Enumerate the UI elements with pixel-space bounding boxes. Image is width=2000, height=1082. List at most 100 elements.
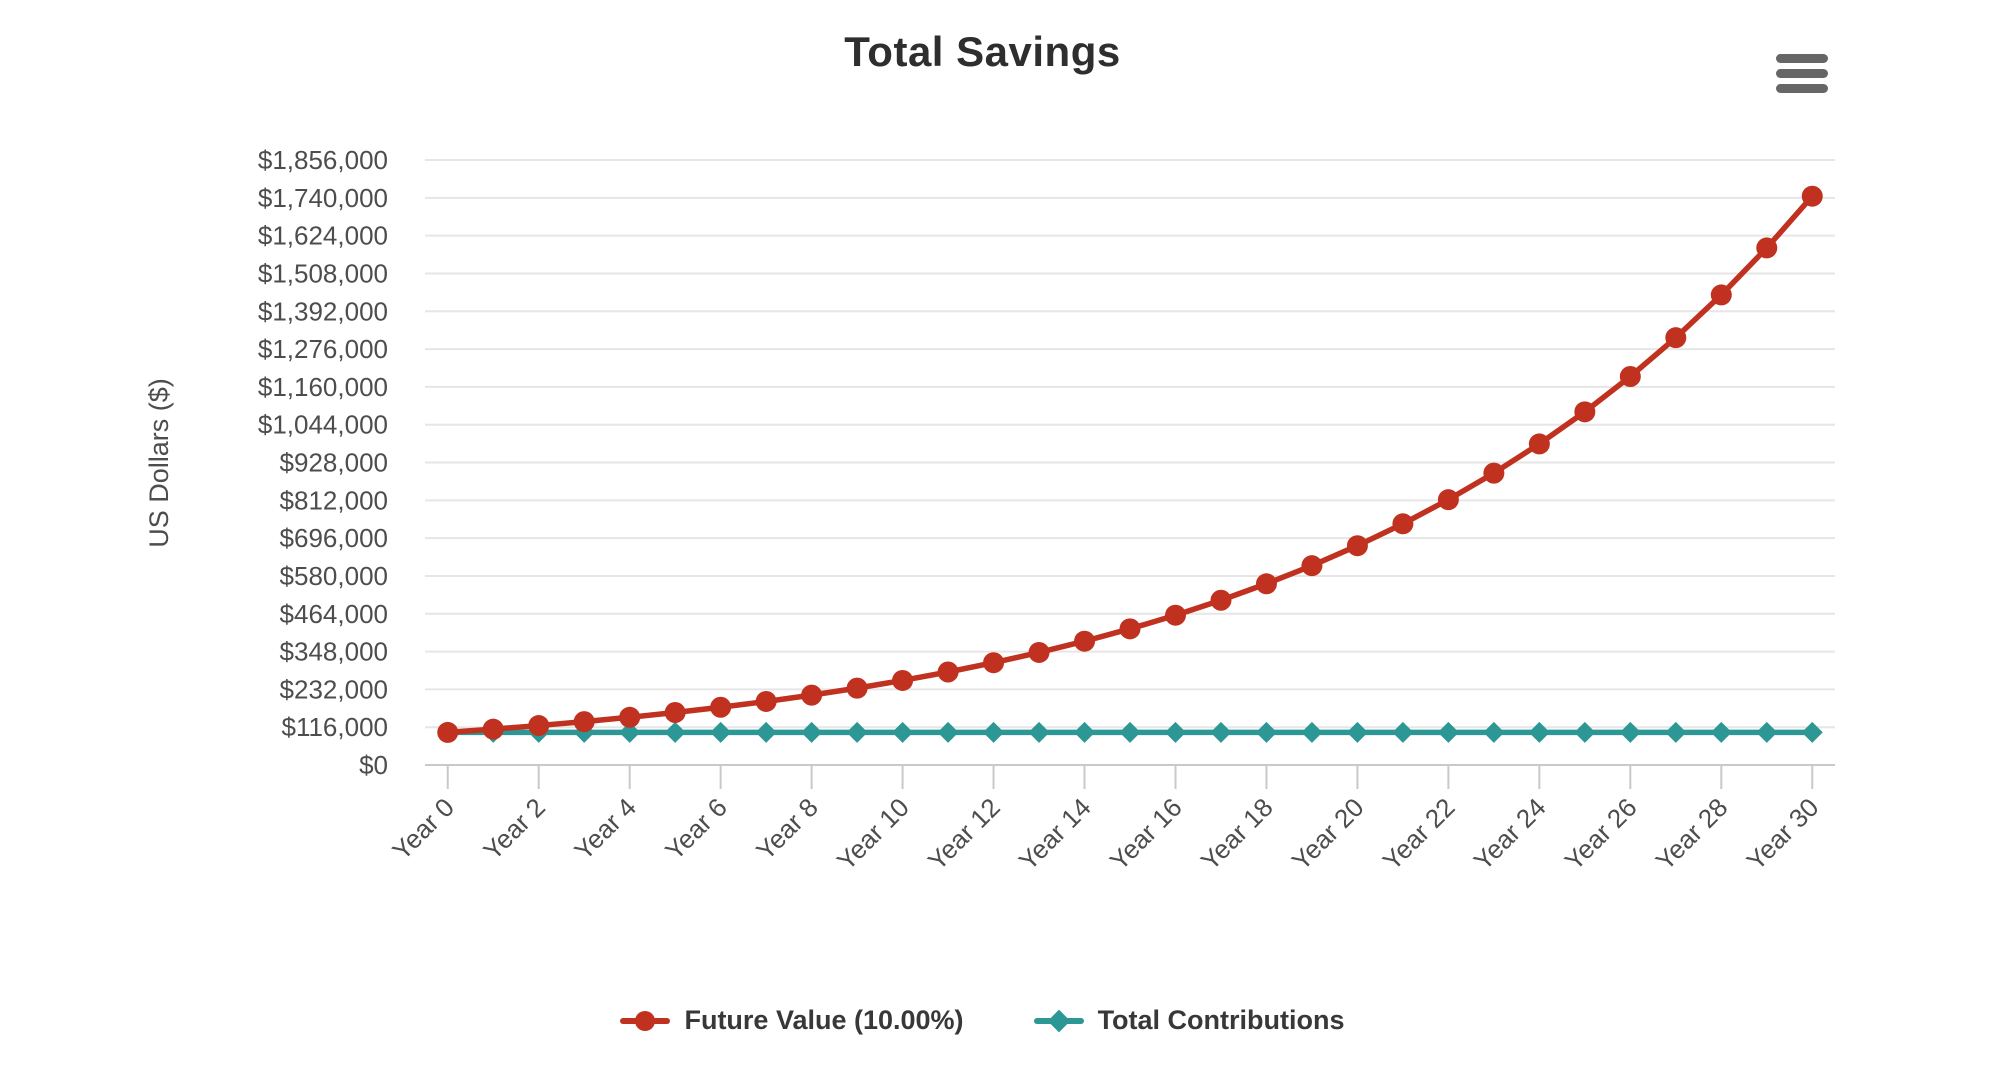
- total-contributions-point[interactable]: [1028, 721, 1050, 743]
- future-value-point[interactable]: [1528, 433, 1550, 455]
- y-axis-tick-label: $0: [359, 750, 388, 780]
- future-value-point[interactable]: [892, 669, 914, 691]
- x-axis-tick-label: Year 26: [1559, 792, 1643, 876]
- x-axis-tick-label: Year 16: [1104, 792, 1188, 876]
- future-value-point[interactable]: [1074, 630, 1096, 652]
- x-axis-tick-label: Year 30: [1741, 792, 1825, 876]
- total-contributions-point[interactable]: [1665, 721, 1687, 743]
- total-contributions-point[interactable]: [1392, 721, 1414, 743]
- y-axis-tick-label: $1,160,000: [258, 372, 388, 402]
- hamburger-bar: [1776, 68, 1828, 78]
- future-value-point[interactable]: [801, 684, 823, 706]
- total-contributions-point[interactable]: [1119, 721, 1141, 743]
- future-value-point[interactable]: [664, 702, 686, 724]
- total-contributions-point[interactable]: [664, 721, 686, 743]
- future-value-point[interactable]: [1483, 462, 1505, 484]
- legend-item-future-value[interactable]: Future Value (10.00%): [620, 1005, 964, 1036]
- future-value-point[interactable]: [1301, 555, 1323, 577]
- future-value-point[interactable]: [1210, 589, 1232, 611]
- y-axis-tick-label: $696,000: [280, 523, 388, 553]
- total-contributions-point[interactable]: [1437, 721, 1459, 743]
- x-axis-tick-label: Year 28: [1650, 792, 1734, 876]
- total-contributions-point[interactable]: [1801, 721, 1823, 743]
- total-contributions-point[interactable]: [755, 721, 777, 743]
- y-axis-tick-label: $580,000: [280, 561, 388, 591]
- x-axis-tick-label: Year 6: [659, 792, 733, 866]
- future-value-point[interactable]: [1255, 573, 1277, 595]
- total-contributions-point[interactable]: [1756, 721, 1778, 743]
- x-axis-tick-label: Year 2: [477, 792, 551, 866]
- future-value-point[interactable]: [1801, 185, 1823, 207]
- y-axis-tick-label: $232,000: [280, 674, 388, 704]
- y-axis-tick-label: $464,000: [280, 599, 388, 629]
- future-value-point[interactable]: [573, 711, 595, 733]
- total-contributions-point[interactable]: [1619, 721, 1641, 743]
- x-axis-tick-label: Year 10: [831, 792, 915, 876]
- total-contributions-point[interactable]: [1301, 721, 1323, 743]
- y-axis-tick-label: $116,000: [281, 712, 388, 742]
- total-contributions-point[interactable]: [937, 721, 959, 743]
- total-contributions-point[interactable]: [801, 721, 823, 743]
- x-axis-tick-label: Year 24: [1468, 792, 1552, 876]
- legend-item-total-contributions[interactable]: Total Contributions: [1033, 1005, 1345, 1036]
- future-value-point[interactable]: [1119, 618, 1141, 640]
- total-contributions-marker-icon: [1033, 1008, 1084, 1034]
- total-contributions-point[interactable]: [1710, 721, 1732, 743]
- future-value-point[interactable]: [1437, 489, 1459, 511]
- future-value-point[interactable]: [1346, 535, 1368, 557]
- future-value-point[interactable]: [619, 706, 641, 728]
- x-axis-tick-label: Year 4: [568, 792, 642, 866]
- future-value-point[interactable]: [1164, 604, 1186, 626]
- x-axis-tick-label: Year 0: [386, 792, 460, 866]
- total-contributions-point[interactable]: [619, 721, 641, 743]
- future-value-point[interactable]: [1710, 284, 1732, 306]
- future-value-point[interactable]: [528, 715, 550, 737]
- x-axis-tick-label: Year 8: [750, 792, 824, 866]
- future-value-point[interactable]: [1619, 366, 1641, 388]
- total-contributions-point[interactable]: [983, 721, 1005, 743]
- y-axis-tick-label: $928,000: [280, 448, 388, 478]
- y-axis-tick-label: $1,508,000: [258, 258, 388, 288]
- future-value-point[interactable]: [846, 677, 868, 699]
- legend-label-total-contributions: Total Contributions: [1097, 1005, 1345, 1035]
- total-contributions-point[interactable]: [1483, 721, 1505, 743]
- x-axis-tick-label: Year 14: [1013, 792, 1097, 876]
- total-contributions-point[interactable]: [1164, 721, 1186, 743]
- y-axis-tick-label: $1,392,000: [258, 296, 388, 326]
- future-value-point[interactable]: [983, 652, 1005, 674]
- x-axis-tick-label: Year 20: [1286, 792, 1370, 876]
- y-axis-tick-label: $1,624,000: [258, 221, 388, 251]
- future-value-point[interactable]: [1665, 327, 1687, 349]
- y-axis-tick-label: $348,000: [280, 637, 388, 667]
- future-value-point[interactable]: [710, 696, 732, 718]
- y-axis-tick-label: $1,856,000: [258, 145, 388, 175]
- y-axis-tick-label: $1,276,000: [258, 334, 388, 364]
- hamburger-bar: [1776, 83, 1828, 93]
- total-contributions-point[interactable]: [892, 721, 914, 743]
- future-value-marker-icon: [620, 1008, 671, 1034]
- y-axis-tick-label: $812,000: [280, 485, 388, 515]
- total-contributions-point[interactable]: [1074, 721, 1096, 743]
- future-value-point[interactable]: [755, 690, 777, 712]
- x-axis-tick-label: Year 18: [1195, 792, 1279, 876]
- future-value-point[interactable]: [1756, 237, 1778, 259]
- future-value-point[interactable]: [1028, 641, 1050, 663]
- total-contributions-point[interactable]: [1346, 721, 1368, 743]
- future-value-point[interactable]: [437, 721, 459, 743]
- future-value-point[interactable]: [1392, 513, 1414, 535]
- future-value-point[interactable]: [482, 718, 504, 740]
- hamburger-menu-icon[interactable]: [1776, 50, 1834, 96]
- y-axis-tick-label: $1,044,000: [258, 410, 388, 440]
- chart-title: Total Savings: [844, 28, 1121, 75]
- future-value-point[interactable]: [937, 661, 959, 683]
- total-contributions-point[interactable]: [1574, 721, 1596, 743]
- total-contributions-point[interactable]: [1528, 721, 1550, 743]
- total-contributions-point[interactable]: [710, 721, 732, 743]
- total-contributions-point[interactable]: [1210, 721, 1232, 743]
- future-value-point[interactable]: [1574, 401, 1596, 423]
- total-contributions-point[interactable]: [846, 721, 868, 743]
- total-contributions-point[interactable]: [1255, 721, 1277, 743]
- y-axis-tick-label: $1,740,000: [258, 183, 388, 213]
